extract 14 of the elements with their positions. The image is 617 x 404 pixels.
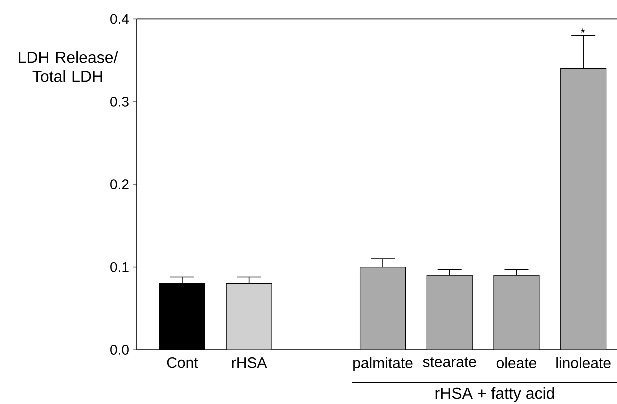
x-tick-label: Cont: [167, 358, 198, 368]
x-tick-label: stearate: [423, 358, 476, 368]
y-tick-label: 0.2: [110, 180, 129, 190]
x-tick-label: oleate: [496, 358, 536, 369]
y-tick-label: 0.3: [110, 96, 129, 107]
y-tick-label: 0.0: [110, 345, 129, 355]
y-tick-label: 0.1: [110, 262, 129, 272]
x-tick-label: palmitate: [354, 358, 413, 372]
annotation: *: [580, 28, 586, 33]
y-tick-label: 0.4: [110, 14, 130, 24]
x-tick-label: linoleate: [556, 358, 611, 369]
text: rHSA + fatty acid: [436, 387, 554, 402]
x-tick-label: rHSA: [232, 358, 268, 368]
y-axis-title: LDH Release/ Total LDH: [19, 52, 118, 82]
